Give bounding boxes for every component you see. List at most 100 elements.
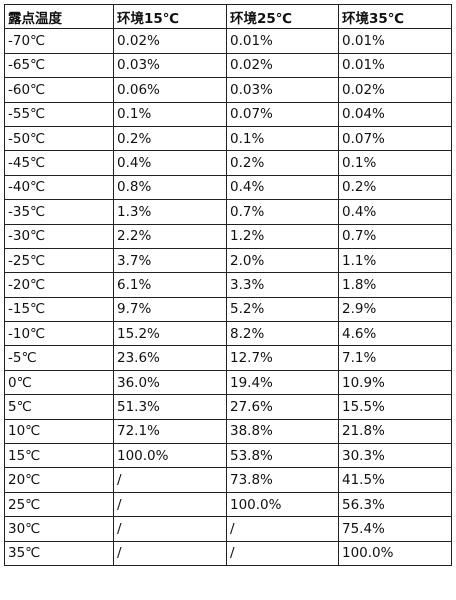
table-row: -50℃ 0.2% 0.1% 0.07% — [4, 125, 452, 152]
table-cell: 51.3% — [113, 394, 227, 420]
header-cell: 露点温度 — [4, 3, 114, 30]
table-cell: 0.1% — [113, 101, 227, 127]
table-cell: 36.0% — [113, 369, 227, 396]
table-row: -60℃ 0.06% 0.03% 0.02% — [4, 77, 452, 103]
table-row: 0℃ 36.0% 19.4% 10.9% — [4, 369, 452, 396]
table-cell: 0.03% — [113, 52, 227, 79]
table-cell: 0.02% — [338, 77, 452, 103]
table-cell: 0.4% — [113, 150, 227, 176]
table-row: -5℃ 23.6% 12.7% 7.1% — [4, 345, 452, 371]
table-row: -65℃ 0.03% 0.02% 0.01% — [4, 52, 452, 79]
table-cell: 6.1% — [113, 272, 227, 298]
table-cell: 9.7% — [113, 296, 227, 323]
table-cell: 2.0% — [226, 247, 339, 274]
table-cell: -25℃ — [4, 247, 114, 274]
table-row: -45℃ 0.4% 0.2% 0.1% — [4, 150, 452, 176]
table-cell: -70℃ — [4, 28, 114, 54]
table-cell: 25℃ — [4, 491, 114, 518]
table-cell: / — [226, 516, 339, 542]
table-cell: 21.8% — [338, 418, 452, 445]
table-cell: -55℃ — [4, 101, 114, 127]
page: 露点温度 环境15℃ 环境25℃ 环境35℃ -70℃ 0.02% 0.01% 0.01% -… — [4, 3, 452, 566]
table-cell: / — [113, 491, 227, 518]
table-row: -30℃ 2.2% 1.2% 0.7% — [4, 223, 452, 249]
table-cell: 0.07% — [226, 101, 339, 127]
table-cell: -65℃ — [4, 52, 114, 79]
table-cell: -50℃ — [4, 125, 114, 152]
table-cell: 1.2% — [226, 223, 339, 249]
table-cell: 0.4% — [226, 174, 339, 201]
table-cell: / — [113, 540, 227, 566]
table-cell: 0.03% — [226, 77, 339, 103]
table-cell: 1.3% — [113, 199, 227, 225]
table-cell: 0.1% — [338, 150, 452, 176]
header-cell: 环境15℃ — [113, 3, 227, 30]
table-row: 15℃ 100.0% 53.8% 30.3% — [4, 443, 452, 469]
table-cell: 15.5% — [338, 394, 452, 420]
table-cell: -20℃ — [4, 272, 114, 298]
header-cell: 环境25℃ — [226, 3, 339, 30]
table-cell: / — [113, 516, 227, 542]
table-cell: 30℃ — [4, 516, 114, 542]
table-cell: 4.6% — [338, 321, 452, 347]
table-cell: 15℃ — [4, 443, 114, 469]
table-cell: 0.7% — [338, 223, 452, 249]
table-cell: 5℃ — [4, 394, 114, 420]
table-cell: 0.04% — [338, 101, 452, 127]
table-cell: / — [226, 540, 339, 566]
table-row: -10℃ 15.2% 8.2% 4.6% — [4, 321, 452, 347]
table-cell: 2.2% — [113, 223, 227, 249]
table-cell: 8.2% — [226, 321, 339, 347]
table-row: -40℃ 0.8% 0.4% 0.2% — [4, 174, 452, 201]
table-row: 20℃/73.8% 41.5% — [4, 467, 452, 493]
table-cell: 1.8% — [338, 272, 452, 298]
table-cell: 1.1% — [338, 247, 452, 274]
table-cell: 0.06% — [113, 77, 227, 103]
table-row: -20℃ 6.1% 3.3% 1.8% — [4, 272, 452, 298]
table-cell: 0.4% — [338, 199, 452, 225]
table-cell: 0.02% — [113, 28, 227, 54]
table-cell: -30℃ — [4, 223, 114, 249]
table-cell: 0.2% — [226, 150, 339, 176]
table-cell: -35℃ — [4, 199, 114, 225]
table-cell: 2.9% — [338, 296, 452, 323]
table-row: 5℃ 51.3% 27.6% 15.5% — [4, 394, 452, 420]
table-cell: 53.8% — [226, 443, 339, 469]
table-cell: 30.3% — [338, 443, 452, 469]
table-cell: 15.2% — [113, 321, 227, 347]
table-cell: 20℃ — [4, 467, 114, 493]
header-cell: 环境35℃ — [338, 3, 452, 30]
table-cell: 56.3% — [338, 491, 452, 518]
table-cell: 7.1% — [338, 345, 452, 371]
table-cell: 0.7% — [226, 199, 339, 225]
table-cell: 41.5% — [338, 467, 452, 493]
table-row: -55℃ 0.1% 0.07% 0.04% — [4, 101, 452, 127]
table-row: -25℃ 3.7% 2.0% 1.1% — [4, 247, 452, 274]
table-cell: / — [113, 467, 227, 493]
table-cell: -15℃ — [4, 296, 114, 323]
table-cell: -45℃ — [4, 150, 114, 176]
table-cell: 3.7% — [113, 247, 227, 274]
table-cell: -60℃ — [4, 77, 114, 103]
data-table: 露点温度 环境15℃ 环境25℃ 环境35℃ -70℃ 0.02% 0.01% 0.01% -… — [4, 3, 452, 566]
table-cell: 0.2% — [113, 125, 227, 152]
table-row: -15℃ 9.7% 5.2% 2.9% — [4, 296, 452, 323]
table-cell: 12.7% — [226, 345, 339, 371]
table-cell: 75.4% — [338, 516, 452, 542]
table-cell: 38.8% — [226, 418, 339, 445]
table-cell: 0℃ — [4, 369, 114, 396]
table-cell: 0.8% — [113, 174, 227, 201]
table-cell: 10℃ — [4, 418, 114, 445]
table-cell: -40℃ — [4, 174, 114, 201]
table-cell: 0.2% — [338, 174, 452, 201]
header-row: 露点温度 环境15℃ 环境25℃ 环境35℃ — [4, 3, 452, 30]
table-row: 35℃ //100.0% — [4, 540, 452, 566]
table-cell: 35℃ — [4, 540, 114, 566]
table-cell: 0.01% — [338, 52, 452, 79]
table-row: 25℃/100.0% 56.3% — [4, 491, 452, 518]
table-cell: 23.6% — [113, 345, 227, 371]
table-row: -70℃ 0.02% 0.01% 0.01% — [4, 28, 452, 54]
table-cell: 100.0% — [338, 540, 452, 566]
table-cell: 0.01% — [226, 28, 339, 54]
table-cell: 10.9% — [338, 369, 452, 396]
